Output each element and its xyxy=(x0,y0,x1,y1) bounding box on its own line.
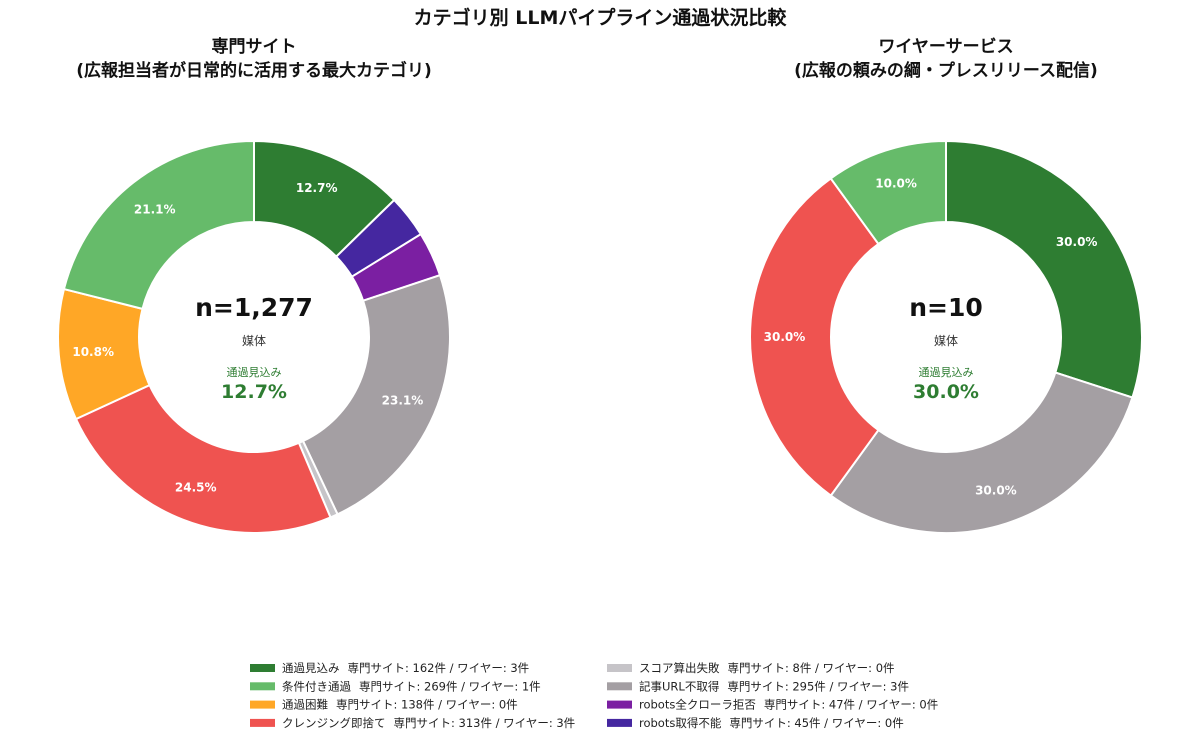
legend-item-robots-unavailable: robots取得不能 専門サイト: 45件 / ワイヤー: 0件 xyxy=(607,716,904,730)
slices-group xyxy=(57,139,451,534)
legend-item-pass: 通過見込み 専門サイト: 162件 / ワイヤー: 3件 xyxy=(250,661,529,675)
slice-cleansing xyxy=(749,177,880,497)
legend-text: クレンジング即捨て 専門サイト: 313件 / ワイヤー: 3件 xyxy=(282,716,575,730)
center-unit: 媒体 xyxy=(934,334,958,348)
legend-item-no-article-url: 記事URL不取得 専門サイト: 295件 / ワイヤー: 3件 xyxy=(607,679,909,693)
legend-label: robots取得不能 xyxy=(639,716,722,730)
legend-text: スコア算出失敗 専門サイト: 8件 / ワイヤー: 0件 xyxy=(639,661,895,675)
legend-label: クレンジング即捨て xyxy=(282,716,386,730)
legend-swatch xyxy=(607,718,632,727)
legend-label: スコア算出失敗 xyxy=(639,661,720,675)
legend-detail: 専門サイト: 313件 / ワイヤー: 3件 xyxy=(394,716,576,730)
legend-swatch xyxy=(607,700,632,709)
center-pass-label: 通過見込み xyxy=(919,366,974,379)
legend-label: 条件付き通過 xyxy=(282,679,351,693)
slice-pass xyxy=(945,139,1143,399)
slice-label: 30.0% xyxy=(1056,235,1098,249)
legend-detail: 専門サイト: 8件 / ワイヤー: 0件 xyxy=(728,661,895,675)
legend-item-conditional: 条件付き通過 専門サイト: 269件 / ワイヤー: 1件 xyxy=(250,679,541,693)
legend-text: 通過困難 専門サイト: 138件 / ワイヤー: 0件 xyxy=(282,698,518,712)
legend-swatch xyxy=(250,700,275,709)
legend-detail: 専門サイト: 47件 / ワイヤー: 0件 xyxy=(764,698,938,712)
slice-label: 10.8% xyxy=(72,345,114,359)
slice-conditional xyxy=(62,139,255,311)
center-pass-value: 30.0% xyxy=(913,381,979,403)
legend-swatch xyxy=(250,664,275,672)
slice-no-article-url xyxy=(829,371,1134,534)
slice-label: 10.0% xyxy=(875,176,917,190)
chart-subtitle: (広報の頼みの綱・プレスリリース配信) xyxy=(794,60,1098,81)
center-count: n=10 xyxy=(909,293,983,322)
legend-label: 通過見込み xyxy=(282,661,340,675)
slice-labels-group: 30.0% 30.0% 30.0% 10.0% xyxy=(764,176,1098,497)
slice-label: 30.0% xyxy=(764,330,806,344)
legend-detail: 専門サイト: 138件 / ワイヤー: 0件 xyxy=(336,698,518,712)
slice-label: 23.1% xyxy=(382,394,424,408)
figure-title: カテゴリ別 LLMパイプライン通過状況比較 xyxy=(414,6,788,29)
center-pass-value: 12.7% xyxy=(221,381,287,403)
legend-text: 条件付き通過 専門サイト: 269件 / ワイヤー: 1件 xyxy=(282,679,541,693)
legend-text: 通過見込み 専門サイト: 162件 / ワイヤー: 3件 xyxy=(282,661,529,675)
legend-item-score-fail: スコア算出失敗 専門サイト: 8件 / ワイヤー: 0件 xyxy=(607,661,895,675)
center-pass-label: 通過見込み xyxy=(227,366,282,379)
slice-cleansing xyxy=(74,383,332,534)
donut-chart-specialist: 専門サイト (広報担当者が日常的に活用する最大カテゴリ) 12.7% 23.1% 2… xyxy=(57,37,451,534)
slice-label: 24.5% xyxy=(175,481,217,495)
chart-title: ワイヤーサービス xyxy=(878,37,1013,57)
legend-item-cleansing: クレンジング即捨て 専門サイト: 313件 / ワイヤー: 3件 xyxy=(250,716,575,730)
chart-subtitle: (広報担当者が日常的に活用する最大カテゴリ) xyxy=(76,60,432,81)
slice-label: 30.0% xyxy=(975,484,1017,498)
slice-label: 21.1% xyxy=(134,203,176,217)
slice-no-article-url xyxy=(301,273,451,516)
legend-detail: 専門サイト: 162件 / ワイヤー: 3件 xyxy=(348,661,530,675)
legend-swatch xyxy=(607,682,632,691)
legend-detail: 専門サイト: 295件 / ワイヤー: 3件 xyxy=(727,679,909,693)
legend-swatch xyxy=(250,718,275,727)
center-unit: 媒体 xyxy=(242,334,266,348)
chart-title: 専門サイト xyxy=(212,37,297,57)
slice-labels-group: 12.7% 23.1% 24.5% 10.8% 21.1% xyxy=(72,181,423,494)
legend-text: robots全クローラ拒否 専門サイト: 47件 / ワイヤー: 0件 xyxy=(639,698,938,712)
legend-text: robots取得不能 専門サイト: 45件 / ワイヤー: 0件 xyxy=(639,716,904,730)
legend-swatch xyxy=(607,664,632,672)
slice-conditional xyxy=(829,139,947,246)
center-count: n=1,277 xyxy=(195,293,313,322)
legend-detail: 専門サイト: 269件 / ワイヤー: 1件 xyxy=(359,679,541,693)
slices-group xyxy=(749,139,1143,534)
legend-item-difficult: 通過困難 専門サイト: 138件 / ワイヤー: 0件 xyxy=(250,698,518,712)
legend-swatch xyxy=(250,682,275,691)
legend-label: 通過困難 xyxy=(282,698,328,712)
legend-label: robots全クローラ拒否 xyxy=(639,698,756,712)
slice-label: 12.7% xyxy=(296,181,338,195)
legend-detail: 専門サイト: 45件 / ワイヤー: 0件 xyxy=(729,716,903,730)
legend-text: 記事URL不取得 専門サイト: 295件 / ワイヤー: 3件 xyxy=(639,679,909,693)
legend-item-robots-all: robots全クローラ拒否 専門サイト: 47件 / ワイヤー: 0件 xyxy=(607,698,938,712)
donut-chart-wire-service: ワイヤーサービス (広報の頼みの綱・プレスリリース配信) 30.0%30.0%3… xyxy=(749,37,1143,534)
legend-label: 記事URL不取得 xyxy=(639,679,719,693)
